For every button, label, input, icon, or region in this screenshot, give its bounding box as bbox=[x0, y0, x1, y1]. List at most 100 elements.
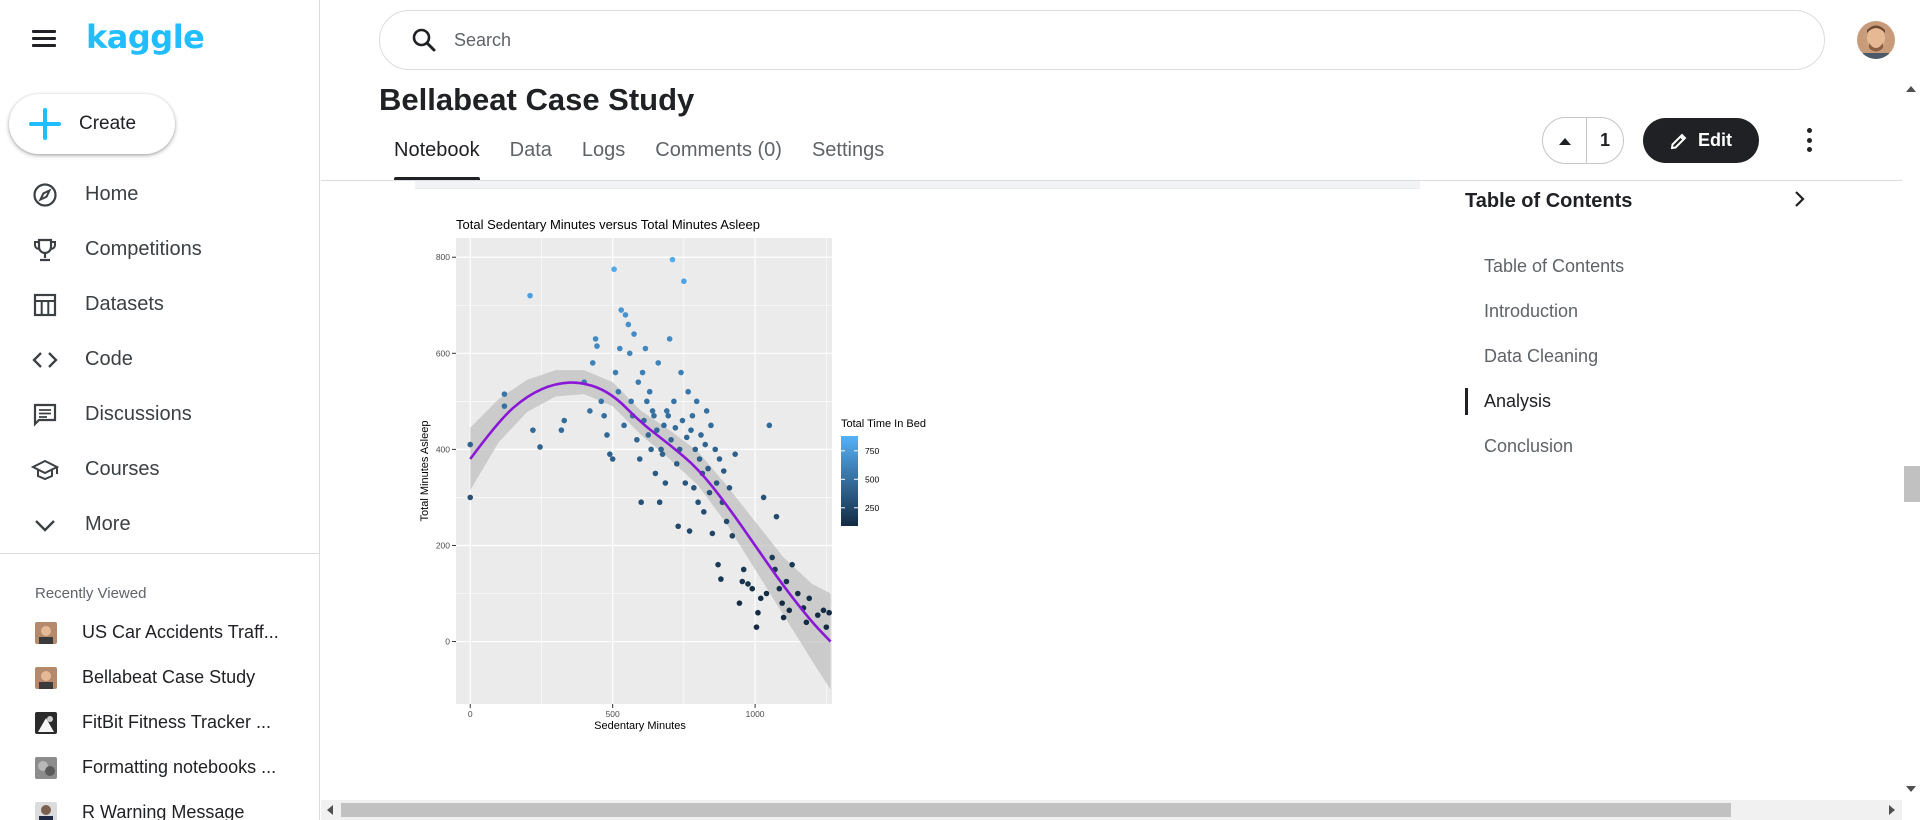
data-point bbox=[814, 612, 821, 618]
create-button-label: Create bbox=[79, 113, 137, 134]
search-bar[interactable] bbox=[379, 10, 1825, 70]
data-point bbox=[769, 554, 775, 561]
data-point bbox=[642, 345, 649, 352]
tab-logs[interactable]: Logs bbox=[581, 139, 626, 161]
recent-item-label: Bellabeat Case Study bbox=[82, 667, 256, 687]
compass-icon bbox=[31, 181, 59, 209]
recent-item[interactable]: US Car Accidents Traff... bbox=[0, 610, 319, 655]
data-point bbox=[698, 432, 704, 438]
search-input[interactable] bbox=[454, 29, 1654, 51]
plot-panel bbox=[456, 238, 832, 704]
scroll-down-arrow-icon[interactable] bbox=[1906, 786, 1916, 792]
x-tick-label: 500 bbox=[606, 709, 620, 719]
vertical-scrollbar[interactable] bbox=[1902, 80, 1920, 800]
legend-ticks: 250 500 750 bbox=[841, 446, 879, 513]
y-axis-label: Total Minutes Asleep bbox=[419, 421, 431, 522]
data-point bbox=[625, 321, 632, 328]
data-point bbox=[628, 398, 634, 405]
data-point bbox=[709, 530, 716, 537]
data-point bbox=[702, 441, 709, 448]
sidebar-item-competitions[interactable]: Competitions bbox=[0, 222, 319, 277]
user-avatar[interactable] bbox=[1857, 21, 1895, 59]
legend-tick-label: 500 bbox=[865, 474, 879, 484]
upvote-button[interactable] bbox=[1543, 118, 1587, 163]
data-point bbox=[618, 307, 625, 313]
data-point bbox=[527, 292, 533, 299]
toc-item-analysis[interactable]: Analysis bbox=[1465, 379, 1624, 424]
data-point bbox=[693, 398, 700, 405]
avatar bbox=[35, 801, 57, 820]
tab-notebook[interactable]: Notebook bbox=[379, 132, 495, 180]
data-point bbox=[776, 585, 783, 592]
data-point bbox=[753, 624, 760, 630]
scrollbar-thumb[interactable] bbox=[1904, 466, 1920, 502]
data-point bbox=[701, 509, 707, 515]
sidebar-item-discussions[interactable]: Discussions bbox=[0, 387, 319, 442]
data-point bbox=[755, 609, 761, 616]
tab-data[interactable]: Data bbox=[509, 139, 552, 161]
toc-title: Table of Contents bbox=[1465, 190, 1633, 212]
sidebar-item-home[interactable]: Home bbox=[0, 167, 319, 222]
plus-icon bbox=[29, 108, 61, 140]
chat-icon bbox=[31, 401, 59, 429]
horizontal-scrollbar[interactable] bbox=[321, 800, 1902, 820]
scroll-up-arrow-icon[interactable] bbox=[1906, 86, 1916, 92]
data-point bbox=[589, 360, 596, 366]
sidebar-item-more[interactable]: More bbox=[0, 497, 319, 552]
data-point bbox=[621, 422, 627, 429]
data-point bbox=[561, 417, 568, 424]
data-point bbox=[668, 436, 674, 443]
data-point bbox=[654, 427, 660, 433]
data-point bbox=[708, 422, 714, 429]
edit-button[interactable]: Edit bbox=[1643, 118, 1759, 163]
page-title: Bellabeat Case Study bbox=[379, 82, 695, 117]
toc-item-introduction[interactable]: Introduction bbox=[1484, 301, 1579, 321]
toc-item-conclusion[interactable]: Conclusion bbox=[1484, 436, 1574, 456]
recent-item-label: Formatting notebooks ... bbox=[82, 757, 277, 777]
recent-item[interactable]: R Warning Message bbox=[0, 790, 319, 820]
sidebar-item-datasets[interactable]: Datasets bbox=[0, 277, 319, 332]
x-tick-label: 0 bbox=[468, 709, 473, 719]
data-point bbox=[612, 369, 619, 376]
sidebar-item-code[interactable]: Code bbox=[0, 332, 319, 387]
toc-item-table-of-contents[interactable]: Table of Contents bbox=[1484, 256, 1625, 276]
toc-item-data-cleaning[interactable]: Data Cleaning bbox=[1484, 346, 1599, 366]
scroll-left-arrow-icon[interactable] bbox=[327, 805, 333, 815]
y-tick-label: 800 bbox=[436, 252, 450, 262]
data-point bbox=[530, 427, 536, 433]
tab-settings[interactable]: Settings bbox=[811, 139, 885, 161]
kaggle-logo[interactable]: kaggle bbox=[86, 18, 205, 56]
chevron-right-icon[interactable] bbox=[1788, 188, 1810, 210]
data-point bbox=[715, 561, 721, 568]
recent-item-label: US Car Accidents Traff... bbox=[82, 622, 279, 642]
data-point bbox=[716, 456, 723, 462]
data-point bbox=[718, 576, 724, 582]
tab-comments[interactable]: Comments (0) bbox=[655, 139, 782, 161]
sidebar-item-courses[interactable]: Courses bbox=[0, 442, 319, 497]
data-point bbox=[611, 266, 617, 273]
data-point bbox=[679, 417, 686, 424]
data-point bbox=[594, 343, 600, 349]
avatar bbox=[35, 756, 57, 779]
hamburger-menu-icon[interactable] bbox=[32, 30, 58, 50]
upvote-control: 1 bbox=[1542, 117, 1624, 164]
create-button[interactable]: Create bbox=[9, 94, 175, 154]
smooth-line bbox=[469, 381, 832, 643]
data-point bbox=[682, 480, 689, 486]
recent-item[interactable]: Formatting notebooks ... bbox=[0, 745, 319, 790]
scrollbar-thumb[interactable] bbox=[341, 803, 1731, 817]
trophy-icon bbox=[31, 236, 59, 264]
legend-tick-label: 750 bbox=[865, 446, 879, 456]
data-point bbox=[723, 518, 730, 525]
data-point bbox=[736, 600, 743, 606]
recent-item[interactable]: FitBit Fitness Tracker ... bbox=[0, 700, 319, 745]
more-options-icon[interactable] bbox=[1798, 126, 1820, 154]
data-point bbox=[645, 432, 652, 438]
y-tick-label: 400 bbox=[436, 444, 450, 454]
recent-item[interactable]: Bellabeat Case Study bbox=[0, 655, 319, 700]
data-point bbox=[688, 427, 694, 433]
x-tick-label: 1000 bbox=[746, 709, 765, 719]
data-point bbox=[681, 278, 687, 285]
scroll-right-arrow-icon[interactable] bbox=[1889, 805, 1895, 815]
y-tick-label: 200 bbox=[436, 540, 450, 550]
